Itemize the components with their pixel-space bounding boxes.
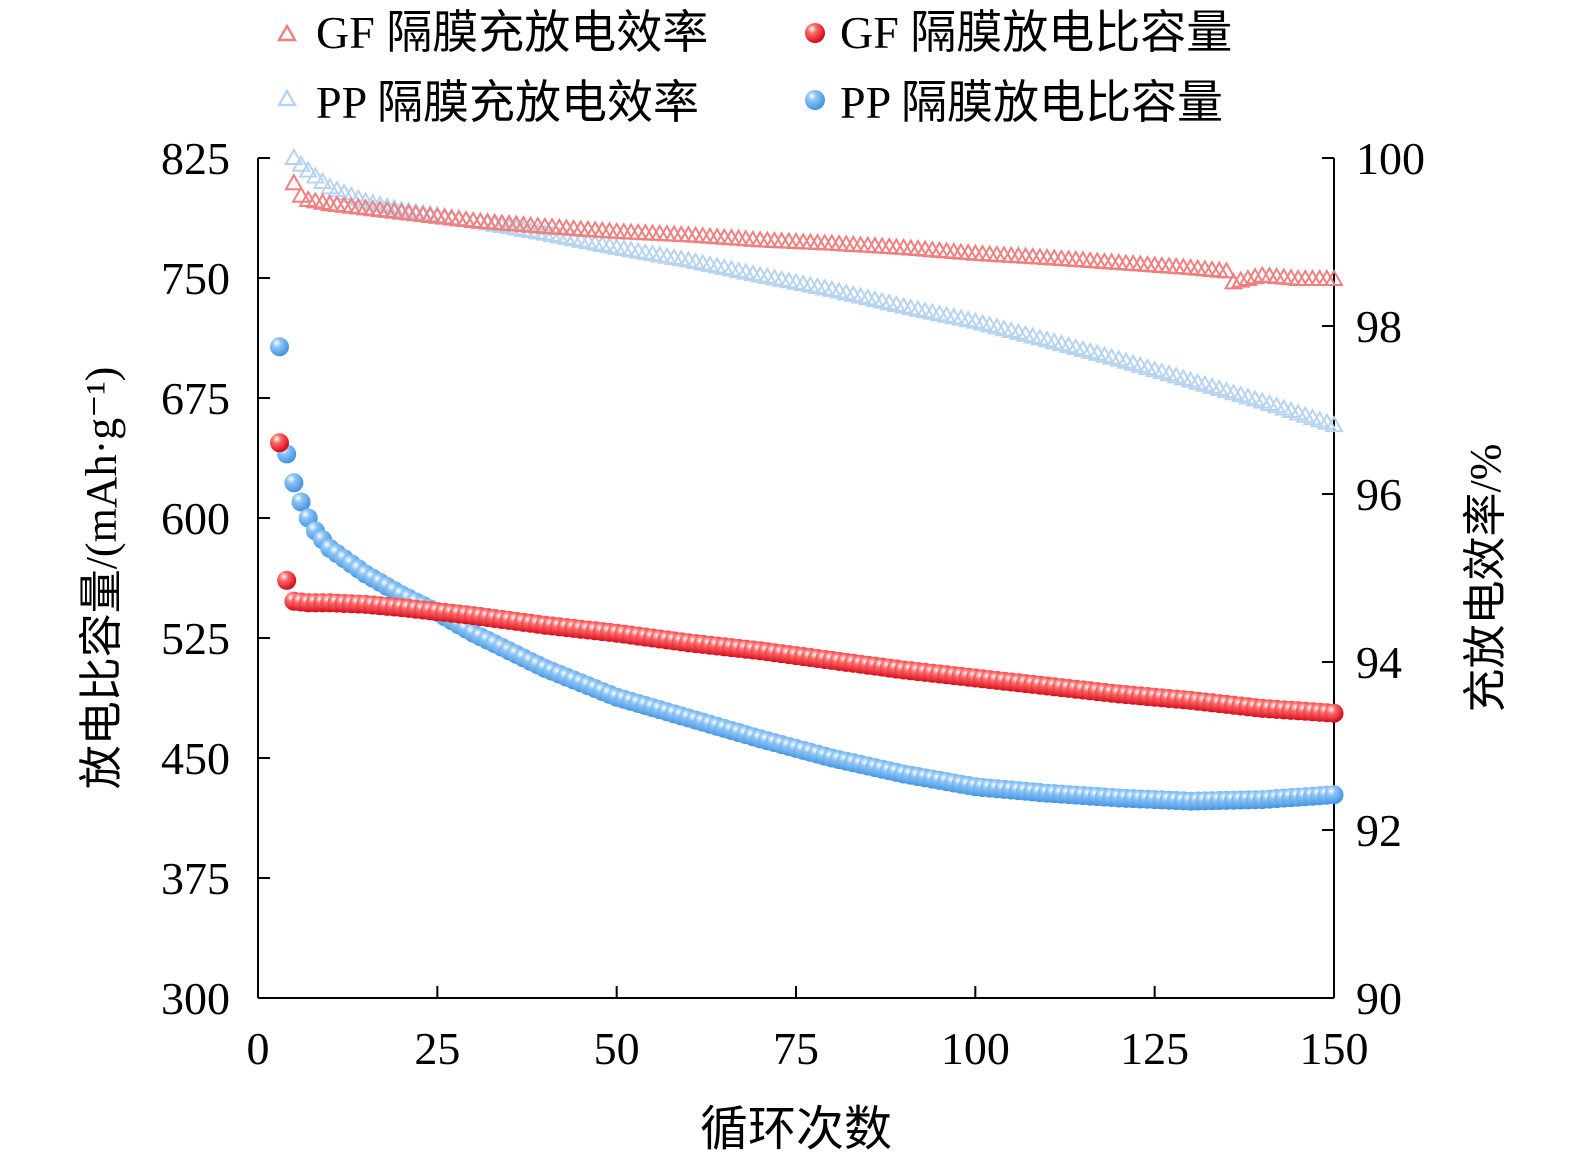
x-tick-label: 125 [1120,1023,1189,1074]
point-gf-eff [1223,272,1244,290]
point-pp-eff [284,147,304,165]
point-pp-cap [1324,785,1344,805]
legend-label-gf-eff: GF 隔膜充放电效率 [316,7,708,58]
point-pp-eff [305,166,326,184]
point-gf-eff [284,173,304,191]
y-right-tick-label: 90 [1356,973,1402,1024]
legend-marker-pp-cap [805,90,825,110]
point-pp-eff [298,160,318,178]
point-gf-eff [1216,261,1237,279]
legend-item-pp-eff: PP 隔膜充放电效率 [276,77,699,128]
y-right-tick-label: 98 [1356,301,1402,352]
series-gf-eff [284,173,1344,290]
legend-marker-gf-eff [276,23,298,42]
ticks: 0 25 50 75 100 125 150 300 375 450 525 600 675 750 825… [161,133,1425,1074]
y-left-tick-label: 750 [161,253,230,304]
point-gf-cap [1324,703,1344,723]
legend-label-pp-cap: PP 隔膜放电比容量 [840,77,1223,128]
legend-label-pp-eff: PP 隔膜充放电效率 [316,77,699,128]
x-tick-label: 25 [414,1023,460,1074]
y-left-tick-label: 450 [161,733,230,784]
series-layer [270,147,1344,811]
y-left-tick-label: 675 [161,373,230,424]
point-pp-eff [291,154,311,172]
legend-marker-pp-eff [276,88,298,107]
point-pp-cap [270,337,290,357]
legend: GF 隔膜充放电效率 GF 隔膜放电比容量 PP 隔膜充放电效率 PP 隔膜放电… [276,7,1232,128]
series-gf-cap [270,433,1344,723]
legend-marker-gf-cap [805,23,825,43]
y-left-tick-label: 525 [161,613,230,664]
series-pp-eff [284,147,1344,433]
x-tick-label: 150 [1300,1023,1369,1074]
point-gf-eff [291,185,311,203]
x-axis-title: 循环次数 [700,1103,892,1156]
point-pp-cap [284,473,304,493]
series-pp-cap [270,337,1344,811]
y-left-tick-label: 375 [161,853,230,904]
x-tick-label: 75 [773,1023,819,1074]
y-right-tick-label: 92 [1356,805,1402,856]
point-gf-eff [1324,268,1344,286]
y-right-tick-label: 100 [1356,133,1425,184]
y-left-tick-label: 825 [161,133,230,184]
point-gf-cap [270,433,290,453]
x-tick-label: 100 [941,1023,1010,1074]
legend-label-gf-cap: GF 隔膜放电比容量 [840,7,1232,58]
point-pp-eff [1324,415,1344,433]
point-gf-eff [1245,267,1265,285]
point-pp-cap [291,492,311,512]
point-gf-eff [1231,270,1251,288]
y-axis-left-title: 放电比容量/(mAh·g⁻¹) [77,367,126,790]
y-left-tick-label: 300 [161,973,230,1024]
point-pp-eff [312,171,333,189]
legend-item-gf-eff: GF 隔膜充放电效率 [276,7,708,58]
legend-item-pp-cap: PP 隔膜放电比容量 [805,77,1223,128]
point-gf-eff [1238,268,1258,286]
y-right-tick-label: 94 [1356,637,1402,688]
legend-item-gf-cap: GF 隔膜放电比容量 [805,7,1232,58]
y-axis-right-title: 充放电效率/% [1461,444,1510,713]
y-left-tick-label: 600 [161,493,230,544]
x-tick-label: 0 [247,1023,270,1074]
x-tick-label: 50 [594,1023,640,1074]
point-gf-cap [277,570,297,590]
y-right-tick-label: 96 [1356,469,1402,520]
